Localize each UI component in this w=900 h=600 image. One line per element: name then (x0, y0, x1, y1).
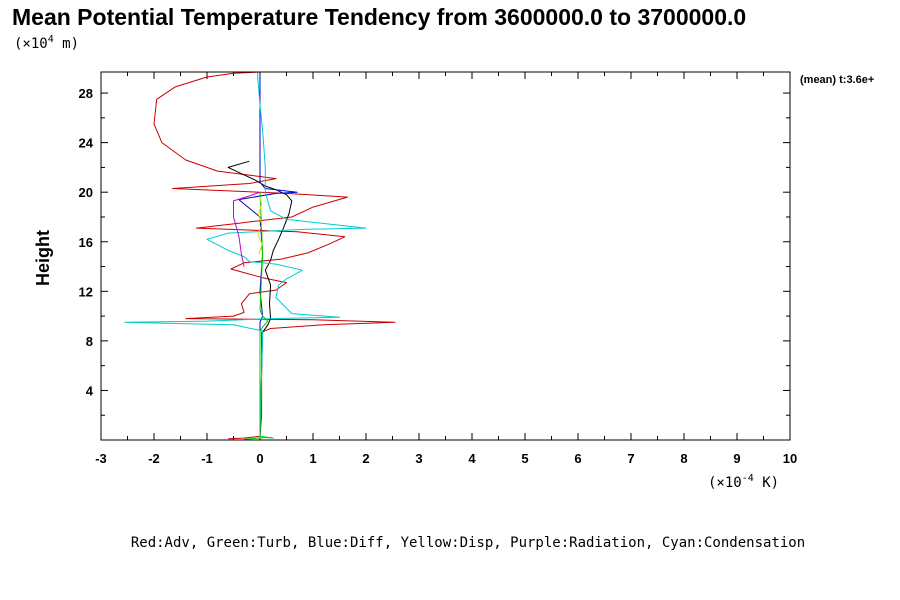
x-tick-label: 1 (309, 451, 316, 466)
x-tick-label: -1 (201, 451, 213, 466)
corner-label: (mean) t:3.6e+ (800, 74, 874, 86)
axes-layer (100, 72, 791, 440)
y-unit-suffix: m) (54, 36, 79, 52)
x-tick-label: 2 (362, 451, 369, 466)
y-unit-label: (×104 m) (14, 34, 79, 52)
plot-frame (100, 71, 791, 441)
x-unit-label: (×10-4 K) (708, 473, 779, 491)
x-tick-label: 5 (521, 451, 528, 466)
x-unit-suffix: K) (754, 475, 779, 491)
y-tick-label: 24 (79, 136, 94, 151)
series-line (153, 71, 396, 440)
x-tick-label: 3 (415, 451, 422, 466)
series-layer (124, 71, 396, 440)
y-tick-label: 4 (86, 383, 94, 398)
y-tick-label: 8 (86, 334, 93, 349)
x-tick-label: 9 (733, 451, 740, 466)
x-tick-label: -3 (95, 451, 107, 466)
legend-text: Red:Adv, Green:Turb, Blue:Diff, Yellow:D… (131, 535, 805, 551)
series-line (124, 71, 367, 438)
series-line (244, 192, 274, 440)
series-line (257, 196, 263, 255)
x-unit-exponent: -4 (742, 473, 754, 484)
x-tick-label: -2 (148, 451, 160, 466)
x-tick-label: 6 (574, 451, 581, 466)
chart-title: Mean Potential Temperature Tendency from… (12, 4, 746, 30)
y-tick-label: 28 (79, 86, 93, 101)
x-tick-label: 4 (468, 451, 476, 466)
y-tick-label: 12 (79, 284, 93, 299)
x-tick-label: 7 (627, 451, 634, 466)
x-tick-label: 10 (783, 451, 797, 466)
x-unit-prefix: (×10 (708, 475, 742, 491)
x-tick-label: 8 (680, 451, 687, 466)
x-tick-label: 0 (256, 451, 263, 466)
y-tick-label: 20 (79, 185, 93, 200)
y-unit-prefix: (×10 (14, 36, 48, 52)
y-axis-label: Height (33, 230, 53, 286)
series-line (238, 74, 298, 438)
y-tick-label: 16 (79, 235, 93, 250)
y-unit-exponent: 4 (48, 34, 54, 45)
series-line (227, 160, 293, 438)
series-line (233, 191, 261, 267)
